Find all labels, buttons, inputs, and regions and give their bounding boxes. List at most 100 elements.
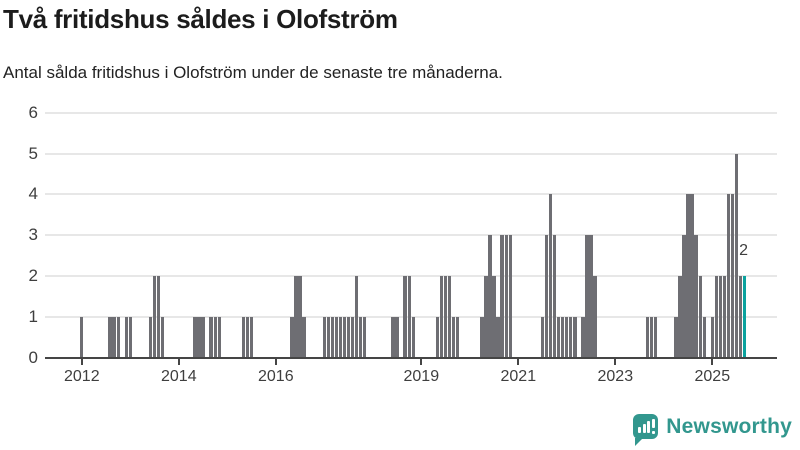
chart-subtitle: Antal sålda fritidshus i Olofström under… [3, 63, 503, 82]
bar-2017-7 [346, 317, 351, 359]
bar-2013-6 [148, 317, 153, 359]
bar-2022-6 [585, 235, 589, 359]
bar-2022-5 [581, 317, 585, 359]
bar-2017-3 [330, 317, 335, 359]
bar-2014-11 [217, 317, 221, 359]
bar-2019-8 [447, 276, 452, 359]
bar-2017-9 [354, 276, 359, 359]
x-tick-label-2016: 2016 [258, 368, 294, 385]
bar-2014-6 [197, 317, 201, 359]
bar-2020-4 [480, 317, 484, 359]
bar-2018-10 [407, 276, 411, 359]
bar-2024-7 [686, 194, 690, 359]
bar-glyph-1-icon [638, 427, 642, 433]
x-tick-label-2012: 2012 [64, 368, 100, 385]
bar-2020-8 [496, 317, 500, 359]
chart-title: Två fritidshus såldes i Olofström [3, 4, 398, 34]
newsworthy-chart-bubble-icon [633, 414, 659, 446]
bar-2025-7 [734, 153, 739, 359]
bar-2023-10 [650, 317, 654, 359]
bar-2025-6 [730, 194, 735, 359]
bar-2025-3 [718, 276, 723, 359]
bar-2013-9 [160, 317, 165, 359]
bar-2021-9 [548, 194, 553, 359]
bar-2012-1 [80, 317, 84, 359]
bar-2017-6 [342, 317, 347, 359]
bar-2020-6 [488, 235, 492, 359]
bar-2018-11 [411, 317, 415, 359]
bar-2022-8 [593, 276, 597, 359]
bar-2019-6 [439, 276, 444, 359]
bar-2018-9 [403, 276, 407, 359]
bar-2016-8 [302, 317, 306, 359]
bar-2020-9 [500, 235, 504, 359]
bar-glyph-3-icon [647, 421, 651, 433]
gridline-y6 [45, 111, 777, 114]
bar-2018-7 [395, 317, 399, 359]
bar-2014-10 [213, 317, 217, 359]
brand-name: Newsworthy [666, 414, 792, 438]
bar-2017-11 [363, 317, 367, 359]
bar-2022-1 [565, 317, 569, 359]
bar-2022-7 [589, 235, 593, 359]
bar-2024-6 [682, 235, 686, 359]
x-tick-label-2023: 2023 [597, 368, 634, 385]
x-tick-2023 [614, 357, 617, 366]
x-tick-label-2014: 2014 [161, 368, 197, 385]
last-value-label: 2 [739, 242, 749, 260]
bar-2020-11 [508, 235, 512, 359]
bar-2015-6 [245, 317, 250, 359]
y-tick-label-0: 0 [28, 348, 38, 368]
bar-2012-9 [112, 317, 116, 359]
bar-2021-11 [557, 317, 561, 359]
gridline-y3 [45, 234, 777, 237]
x-tick-label-2025: 2025 [694, 368, 731, 385]
x-tick-2016 [274, 357, 277, 366]
bar-2013-8 [156, 276, 161, 359]
gridline-y1 [45, 316, 777, 319]
gridline-y5 [45, 152, 777, 155]
bar-2023-9 [645, 317, 650, 359]
bar-2017-4 [334, 317, 339, 359]
bar-2024-9 [694, 235, 698, 359]
bar-2021-12 [561, 317, 565, 359]
bar-2017-8 [350, 317, 355, 359]
speech-bubble-pointer [635, 438, 644, 446]
bar-glyph-2-icon [642, 424, 646, 433]
bar-2012-12 [124, 317, 128, 359]
bar-2019-5 [435, 317, 440, 359]
x-axis [45, 356, 777, 360]
y-tick-label-5: 5 [28, 143, 38, 163]
bar-2024-11 [702, 317, 706, 359]
y-tick-label-1: 1 [28, 307, 38, 327]
bar-2015-5 [241, 317, 246, 359]
bar-2016-5 [290, 317, 294, 359]
bar-2017-5 [338, 317, 343, 359]
bar-2020-7 [492, 276, 496, 359]
x-tick-label-2021: 2021 [500, 368, 537, 385]
y-tick-label-6: 6 [28, 102, 38, 122]
bar-2025-4 [722, 276, 727, 359]
highlighted-bar [742, 276, 747, 359]
bar-2024-10 [698, 276, 702, 359]
x-tick-2025 [711, 357, 714, 366]
y-tick-label-3: 3 [28, 225, 38, 245]
bar-2018-6 [391, 317, 395, 359]
bar-2021-10 [553, 235, 557, 359]
bar-2014-9 [209, 317, 213, 359]
bar-2019-7 [443, 276, 448, 359]
exclamation-dot-icon [651, 430, 655, 434]
bar-2024-4 [674, 317, 678, 359]
newsworthy-logo[interactable]: Newsworthy [633, 414, 792, 446]
bar-2023-11 [654, 317, 658, 359]
bar-2017-10 [359, 317, 363, 359]
bar-2015-7 [249, 317, 254, 359]
bar-2012-10 [116, 317, 120, 359]
bar-2021-7 [540, 317, 545, 359]
bar-2013-7 [152, 276, 157, 359]
bar-2022-2 [569, 317, 573, 359]
bar-2012-8 [108, 317, 112, 359]
bar-2025-8 [738, 276, 743, 359]
